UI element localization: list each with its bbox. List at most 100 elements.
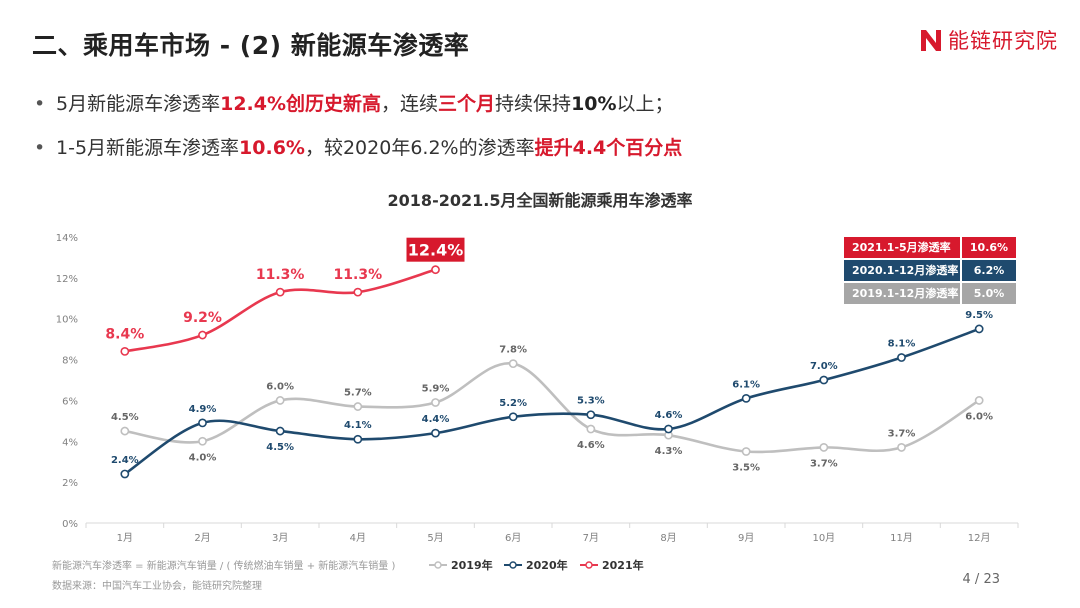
data-point-2019年 (275, 396, 285, 405)
y-tick-label: 4% (62, 437, 78, 448)
data-label-2019年: 6.0% (266, 381, 294, 392)
data-label-2019年: 4.3% (655, 446, 683, 457)
x-tick-label: 9月 (738, 532, 754, 544)
x-tick-label: 4月 (350, 532, 366, 544)
data-label-2020年: 7.0% (810, 361, 838, 372)
data-point-2020年 (664, 424, 673, 434)
bullet-1-highlight-months: 三个月 (438, 93, 496, 115)
y-tick-label: 0% (62, 519, 78, 530)
summary-label: 2021.1-5月渗透率 (844, 237, 960, 258)
data-label-2020年: 4.9% (189, 404, 217, 415)
bullet-2-text-b: ，较2020年6.2%的渗透率 (304, 137, 535, 159)
y-tick-label: 12% (56, 274, 78, 285)
summary-row: 2021.1-5月渗透率 10.6% (844, 237, 1016, 258)
data-label-2020年: 6.1% (732, 379, 760, 390)
bullet-1-bold-threshold: 10% (571, 93, 617, 115)
y-tick-label: 8% (62, 356, 78, 367)
series-line-2020年 (123, 327, 981, 476)
x-tick-label: 5月 (427, 532, 443, 544)
data-label-2020年: 4.5% (266, 442, 294, 453)
x-tick-label: 10月 (812, 532, 835, 544)
data-label-2020年: 4.1% (344, 420, 372, 431)
logo: 能链研究院 (918, 25, 1058, 55)
legend-label-2021年: 2021年 (602, 558, 644, 572)
bullet-1-text-d: 以上； (616, 93, 674, 115)
data-label-2020年: 4.6% (655, 410, 683, 421)
data-label-2020年: 8.1% (888, 339, 916, 350)
legend-marker-2021年 (585, 561, 593, 569)
summary-value: 6.2% (962, 260, 1016, 281)
summary-row: 2020.1-12月渗透率 6.2% (844, 260, 1016, 281)
bullet-2-highlight-rate: 10.6% (239, 137, 305, 159)
data-point-2019年 (974, 396, 984, 405)
data-point-2020年 (275, 426, 285, 436)
data-label-2020年: 9.5% (965, 310, 993, 321)
data-label-2019年: 7.8% (499, 345, 527, 356)
data-point-2020年 (431, 428, 440, 438)
data-label-2020年: 4.4% (422, 414, 450, 425)
bullet-item-2: 1-5月新能源车渗透率10.6%，较2020年6.2%的渗透率提升4.4个百分点 (34, 132, 682, 164)
x-tick-label: 7月 (583, 532, 599, 544)
bullet-1-highlight-record: 12.4%创历史新高 (220, 93, 382, 115)
data-label-2019年: 4.0% (189, 452, 217, 463)
y-tick-label: 14% (56, 233, 78, 244)
chart-title: 2018-2021.5月全国新能源乘用车渗透率 (387, 191, 693, 210)
y-tick-label: 10% (56, 315, 78, 326)
summary-value: 5.0% (962, 283, 1016, 304)
data-label-2021年: 9.2% (183, 310, 222, 326)
data-label-2020年: 5.2% (499, 398, 527, 409)
data-point-2019年 (586, 424, 596, 434)
data-point-2021年 (431, 265, 440, 275)
data-point-2019年 (431, 398, 440, 407)
data-point-2020年 (897, 353, 906, 362)
data-label-2019年: 6.0% (965, 411, 993, 422)
x-tick-label: 6月 (505, 532, 521, 544)
bullet-1-text-c: 持续保持 (495, 93, 572, 115)
data-label-2020年: 2.4% (111, 455, 139, 466)
data-point-2019年 (353, 402, 363, 411)
x-tick-label: 11月 (890, 532, 913, 544)
data-point-2021年 (198, 330, 207, 340)
x-tick-label: 1月 (117, 532, 133, 544)
data-point-2020年 (508, 412, 518, 422)
data-point-2021年 (275, 287, 285, 297)
x-tick-label: 12月 (968, 532, 991, 544)
bullet-2-highlight-increase: 提升4.4个百分点 (534, 137, 683, 159)
legend-marker-2019年 (434, 561, 442, 569)
data-label-2019年: 4.6% (577, 440, 605, 451)
data-label-2020年: 5.3% (577, 396, 605, 407)
data-point-2020年 (198, 418, 207, 428)
data-label-2021年: 8.4% (105, 326, 144, 342)
page-title: 二、乘用车市场 - (2) 新能源车渗透率 (32, 31, 470, 60)
y-tick-label: 6% (62, 396, 78, 407)
bullet-item-1: 5月新能源车渗透率12.4%创历史新高，连续三个月持续保持10%以上； (34, 88, 682, 120)
data-point-2020年 (586, 410, 596, 420)
series-line-2019年 (123, 362, 981, 454)
data-point-2021年 (353, 287, 363, 297)
formula-note: 新能源汽车渗透率 = 新能源汽车销量 / ( 传统燃油车销量 + 新能源汽车销量… (52, 561, 396, 572)
data-point-2021年 (120, 346, 130, 356)
x-tick-label: 2月 (194, 532, 210, 544)
data-point-2020年 (974, 324, 984, 334)
page-number: 4 / 23 (962, 572, 1000, 587)
logo-mark-icon (921, 30, 941, 51)
x-tick-label: 3月 (272, 532, 288, 544)
data-label-2019年: 3.7% (888, 428, 916, 439)
bullet-2-text-a: 1-5月新能源车渗透率 (56, 137, 240, 159)
legend-label-2019年: 2019年 (451, 558, 493, 572)
data-label-2019年: 4.5% (111, 412, 139, 423)
data-point-2019年 (198, 436, 207, 446)
bullet-1-text-b: ，连续 (381, 93, 439, 115)
data-label-2021年: 12.4% (408, 241, 464, 260)
data-point-2019年 (819, 443, 829, 452)
y-tick-label: 2% (62, 478, 78, 489)
data-point-2020年 (353, 434, 363, 444)
data-label-2021年: 11.3% (334, 267, 383, 283)
data-point-2020年 (819, 375, 829, 385)
summary-row: 2019.1-12月渗透率 5.0% (844, 283, 1016, 304)
data-point-2019年 (508, 359, 518, 369)
data-point-2020年 (120, 469, 130, 479)
highlight-label-box (406, 237, 465, 262)
x-tick-label: 8月 (660, 532, 676, 544)
